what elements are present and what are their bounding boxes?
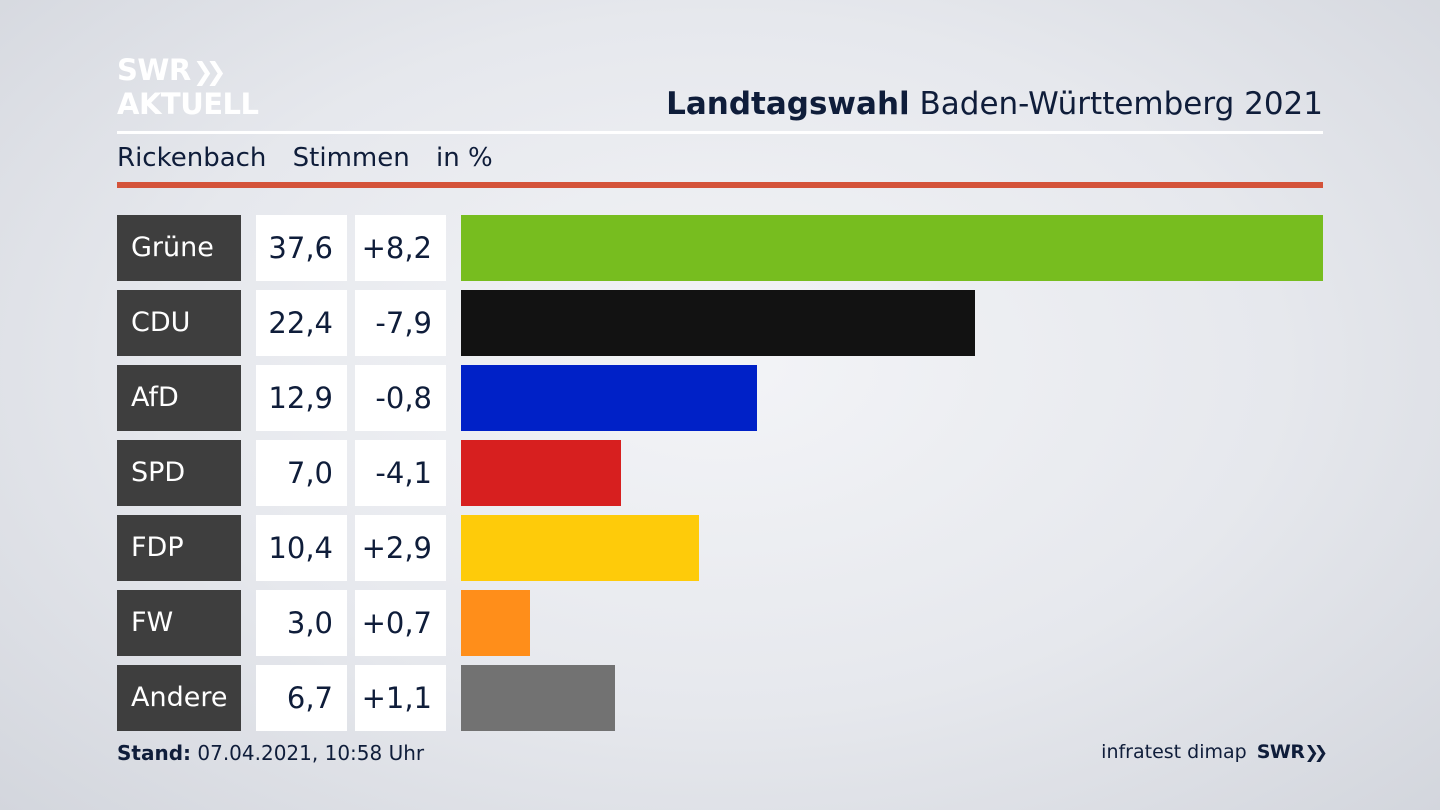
vote-share-label: 22,4 — [256, 290, 347, 356]
unit-label: in % — [436, 143, 493, 173]
vote-share-bar — [461, 515, 699, 581]
vote-share-bar — [461, 440, 621, 506]
vote-change-label: +1,1 — [355, 665, 446, 731]
vote-share-label: 10,4 — [256, 515, 347, 581]
vote-change-label: +2,9 — [355, 515, 446, 581]
double-chevron-icon: ❯❯ — [1304, 743, 1328, 763]
swr-brand: SWR — [1256, 741, 1305, 763]
party-label: FW — [117, 590, 241, 656]
party-label: SPD — [117, 440, 241, 506]
vote-share-bar — [461, 215, 1323, 281]
source-credit: infratest dimap SWR❯❯ — [1101, 741, 1328, 763]
timestamp: Stand: 07.04.2021, 10:58 Uhr — [117, 741, 424, 765]
vote-change-label: -4,1 — [355, 440, 446, 506]
vote-share-bar — [461, 290, 975, 356]
stand-label: Stand: — [117, 741, 192, 765]
vote-share-label: 12,9 — [256, 365, 347, 431]
party-label: FDP — [117, 515, 241, 581]
vote-share-bar — [461, 365, 757, 431]
party-label: Grüne — [117, 215, 241, 281]
swr-aktuell-logo: SWR❯❯ AKTUELL — [117, 53, 259, 121]
metric-label: Stimmen — [292, 143, 410, 173]
vote-share-label: 6,7 — [256, 665, 347, 731]
vote-share-label: 3,0 — [256, 590, 347, 656]
vote-share-label: 7,0 — [256, 440, 347, 506]
header-divider — [117, 131, 1323, 134]
page-title-rest: Baden-Württemberg 2021 — [909, 86, 1324, 122]
stand-value: 07.04.2021, 10:58 Uhr — [191, 741, 425, 765]
place-name: Rickenbach — [117, 143, 267, 173]
page-title: Landtagswahl Baden-Württemberg 2021 — [666, 86, 1323, 122]
vote-change-label: +0,7 — [355, 590, 446, 656]
party-label: AfD — [117, 365, 241, 431]
double-chevron-icon: ❯❯ — [192, 57, 227, 86]
vote-change-label: -7,9 — [355, 290, 446, 356]
vote-share-label: 37,6 — [256, 215, 347, 281]
vote-change-label: +8,2 — [355, 215, 446, 281]
vote-share-bar — [461, 590, 530, 656]
party-label: Andere — [117, 665, 241, 731]
subheader: Rickenbach Stimmen in % — [117, 143, 511, 173]
vote-change-label: -0,8 — [355, 365, 446, 431]
page-title-bold: Landtagswahl — [666, 86, 910, 122]
party-label: CDU — [117, 290, 241, 356]
vote-share-bar — [461, 665, 615, 731]
accent-divider — [117, 182, 1323, 188]
source-name: infratest dimap — [1101, 741, 1247, 763]
